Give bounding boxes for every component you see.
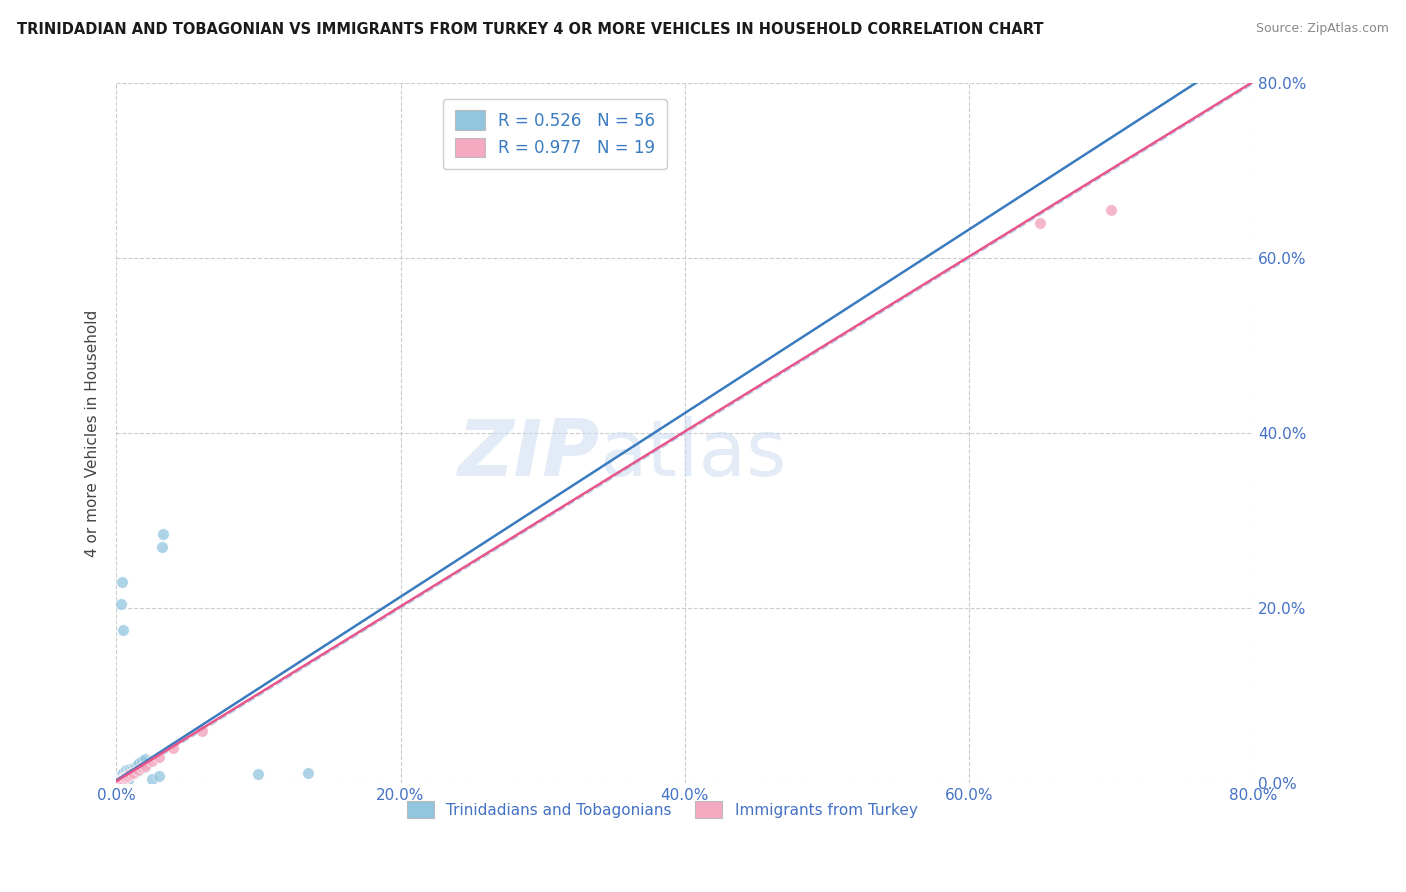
Point xyxy=(110,772,132,787)
Point xyxy=(134,751,156,765)
Point xyxy=(117,769,139,783)
Point xyxy=(112,769,135,783)
Point xyxy=(114,767,136,781)
Point xyxy=(112,771,135,785)
Point xyxy=(122,765,145,780)
Point xyxy=(115,765,138,780)
Point xyxy=(120,764,142,779)
Point xyxy=(108,773,131,788)
Point xyxy=(297,765,319,780)
Point xyxy=(114,772,136,787)
Point xyxy=(112,765,135,780)
Point xyxy=(134,758,156,772)
Point xyxy=(124,760,146,774)
Point xyxy=(162,741,184,756)
Point xyxy=(125,758,148,772)
Point xyxy=(107,775,129,789)
Point xyxy=(120,768,142,782)
Point xyxy=(120,762,142,776)
Point xyxy=(127,763,149,777)
Point xyxy=(128,763,150,777)
Point xyxy=(120,767,142,781)
Point xyxy=(108,774,131,789)
Point xyxy=(118,769,141,783)
Text: Source: ZipAtlas.com: Source: ZipAtlas.com xyxy=(1256,22,1389,36)
Point xyxy=(111,772,134,787)
Point xyxy=(115,769,138,783)
Point xyxy=(111,767,134,781)
Point xyxy=(110,773,132,788)
Point xyxy=(114,771,136,785)
Point xyxy=(111,770,134,784)
Point xyxy=(117,773,139,788)
Point xyxy=(122,766,145,780)
Point xyxy=(115,771,138,785)
Point xyxy=(118,765,141,780)
Point xyxy=(148,769,170,783)
Point xyxy=(131,760,153,774)
Point xyxy=(117,770,139,784)
Point xyxy=(141,754,163,768)
Point xyxy=(112,772,135,786)
Text: TRINIDADIAN AND TOBAGONIAN VS IMMIGRANTS FROM TURKEY 4 OR MORE VEHICLES IN HOUSE: TRINIDADIAN AND TOBAGONIAN VS IMMIGRANTS… xyxy=(17,22,1043,37)
Point xyxy=(110,769,132,783)
Point xyxy=(190,723,212,738)
Point xyxy=(152,526,174,541)
Point xyxy=(111,772,134,786)
Point xyxy=(117,767,139,781)
Point xyxy=(110,771,132,785)
Point xyxy=(108,772,131,786)
Point xyxy=(247,767,270,781)
Point xyxy=(134,760,156,774)
Point xyxy=(1029,216,1052,230)
Point xyxy=(110,597,132,611)
Point xyxy=(112,623,135,637)
Point xyxy=(111,574,134,589)
Y-axis label: 4 or more Vehicles in Household: 4 or more Vehicles in Household xyxy=(86,310,100,557)
Point xyxy=(117,764,139,778)
Text: atlas: atlas xyxy=(599,417,787,492)
Point xyxy=(131,761,153,775)
Point xyxy=(107,774,129,789)
Point xyxy=(114,770,136,784)
Point xyxy=(112,772,135,786)
Point xyxy=(127,756,149,771)
Point xyxy=(131,754,153,768)
Text: ZIP: ZIP xyxy=(457,417,599,492)
Point xyxy=(111,775,134,789)
Legend: Trinidadians and Tobagonians, Immigrants from Turkey: Trinidadians and Tobagonians, Immigrants… xyxy=(401,795,924,824)
Point xyxy=(111,772,134,787)
Point xyxy=(108,774,131,789)
Point xyxy=(110,773,132,788)
Point xyxy=(122,761,145,775)
Point xyxy=(150,540,173,554)
Point xyxy=(141,772,163,786)
Point xyxy=(115,770,138,784)
Point xyxy=(121,763,143,777)
Point xyxy=(148,749,170,764)
Point xyxy=(115,763,138,777)
Point xyxy=(125,764,148,779)
Point xyxy=(128,756,150,770)
Point xyxy=(1099,203,1122,218)
Point xyxy=(110,774,132,789)
